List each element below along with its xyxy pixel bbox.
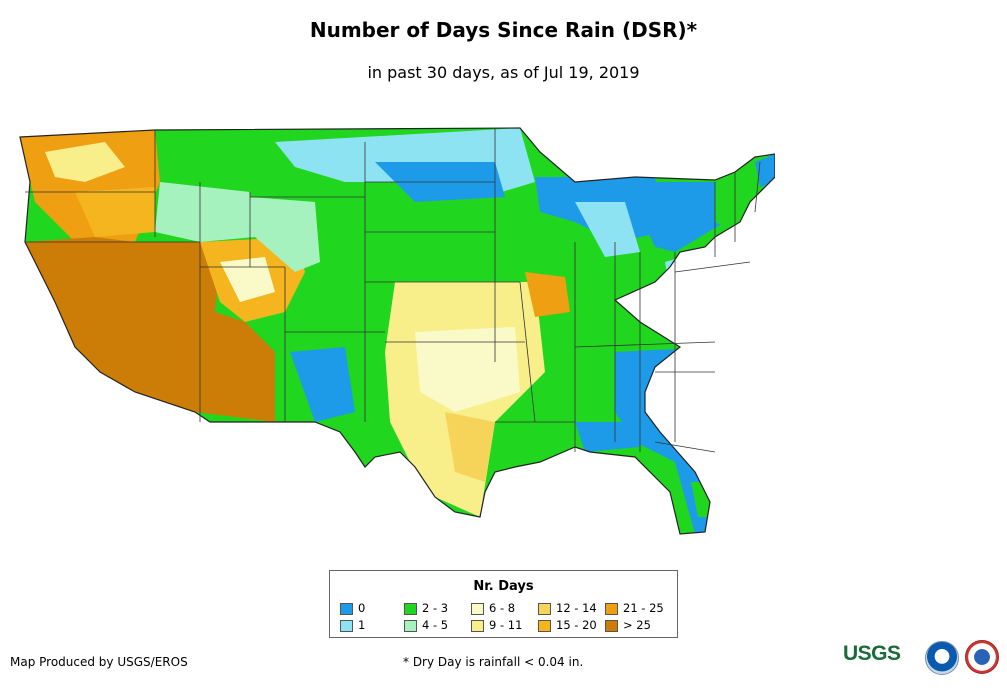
dry-day-footnote: * Dry Day is rainfall < 0.04 in. [403, 655, 584, 669]
map-subtitle: in past 30 days, as of Jul 19, 2019 [367, 63, 640, 82]
agency-logos: USGS [843, 637, 1003, 679]
legend-swatch [404, 603, 417, 615]
noaa-logo [925, 641, 959, 675]
legend-label: 21 - 25 [623, 601, 664, 615]
legend-swatch [471, 603, 484, 615]
nws-logo [965, 640, 999, 674]
legend-label: 2 - 3 [422, 601, 449, 615]
legend-swatch [471, 620, 484, 632]
legend-label: 12 - 14 [556, 601, 597, 615]
legend-label: > 25 [623, 618, 651, 632]
legend-swatch [340, 603, 353, 615]
legend-swatch [538, 620, 551, 632]
map-credit: Map Produced by USGS/EROS [10, 655, 188, 669]
map-title: Number of Days Since Rain (DSR)* [309, 18, 698, 42]
legend-label: 15 - 20 [556, 618, 597, 632]
legend-label: 1 [358, 618, 366, 632]
us-outline [19, 127, 775, 535]
conus-dsr-map [19, 127, 775, 535]
legend-swatch [605, 620, 618, 632]
legend-swatch [605, 603, 618, 615]
legend-swatch [340, 620, 353, 632]
legend-label: 9 - 11 [489, 618, 523, 632]
legend-label: 4 - 5 [422, 618, 449, 632]
state-boundaries [25, 128, 761, 453]
legend-swatch [538, 603, 551, 615]
legend-title: Nr. Days [473, 579, 534, 594]
legend-label: 6 - 8 [489, 601, 516, 615]
dsr-fill [20, 128, 775, 534]
legend-label: 0 [358, 601, 366, 615]
legend: Nr. Days 0 1 2 - 3 4 - 5 6 - 8 9 - 11 12… [329, 570, 678, 638]
usgs-logo: USGS [843, 642, 901, 665]
legend-swatch [404, 620, 417, 632]
